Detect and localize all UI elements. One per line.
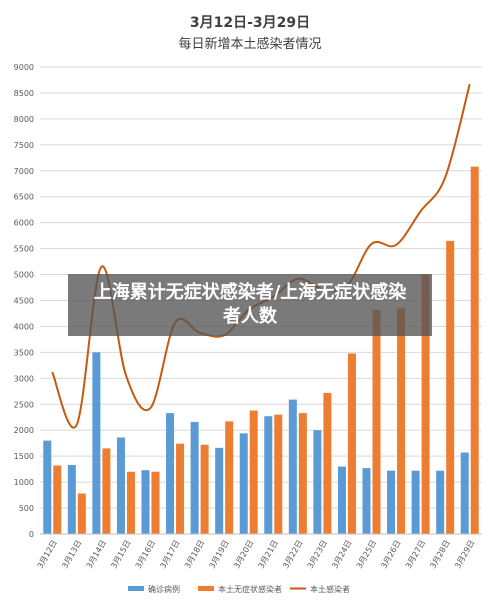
x-tick-label: 3月27日 xyxy=(404,539,427,571)
x-tick-label: 3月13日 xyxy=(60,539,83,571)
y-tick-label: 2500 xyxy=(14,400,34,409)
bars xyxy=(43,166,479,535)
line-total xyxy=(51,83,471,429)
bar-confirmed xyxy=(239,433,248,534)
y-tick-label: 6000 xyxy=(14,219,34,228)
bar-confirmed xyxy=(43,440,52,534)
bar-asymptomatic xyxy=(249,410,258,534)
x-tick-label: 3月23日 xyxy=(306,539,329,571)
y-tick-label: 7000 xyxy=(14,167,34,176)
x-tick-label: 3月26日 xyxy=(379,539,402,571)
bar-confirmed xyxy=(141,470,150,534)
y-tick-label: 8500 xyxy=(14,89,34,98)
y-tick-label: 5000 xyxy=(14,271,34,280)
bar-confirmed xyxy=(190,421,199,534)
x-tick-label: 3月21日 xyxy=(257,539,280,571)
bar-asymptomatic xyxy=(372,309,381,534)
bar-confirmed xyxy=(436,470,445,534)
line-series xyxy=(51,83,471,429)
x-tick-label: 3月16日 xyxy=(134,539,157,571)
legend: 确诊病例 本土无症状感染者 本土感染者 xyxy=(128,584,350,594)
bar-asymptomatic xyxy=(298,413,307,534)
x-tick-label: 3月28日 xyxy=(428,539,451,571)
y-tick-label: 9000 xyxy=(14,63,34,72)
x-tick-label: 3月25日 xyxy=(355,539,378,571)
bar-confirmed xyxy=(460,452,469,534)
x-tick-label: 3月19日 xyxy=(207,539,230,571)
bar-asymptomatic xyxy=(421,274,430,534)
y-tick-label: 1500 xyxy=(14,452,34,461)
y-tick-label: 2000 xyxy=(14,426,34,435)
x-tick-label: 3月20日 xyxy=(232,539,255,571)
x-tick-label: 3月14日 xyxy=(85,539,108,571)
overlay-banner: 上海累计无症状感染者/上海无症状感染者人数 xyxy=(68,274,432,336)
bar-confirmed xyxy=(313,430,322,534)
bar-asymptomatic xyxy=(53,465,62,534)
bar-confirmed xyxy=(166,413,175,534)
bar-asymptomatic xyxy=(470,166,479,535)
y-tick-label: 3000 xyxy=(14,374,34,383)
legend-item-asymptomatic-swatch xyxy=(198,586,214,591)
x-tick-label: 3月15日 xyxy=(109,539,132,571)
legend-item-confirmed: 确诊病例 xyxy=(148,584,180,594)
bar-asymptomatic xyxy=(176,443,185,534)
y-tick-label: 4500 xyxy=(14,297,34,306)
y-tick-label: 500 xyxy=(19,504,34,513)
y-tick-label: 1000 xyxy=(14,478,34,487)
bar-asymptomatic xyxy=(446,240,455,535)
bar-confirmed xyxy=(387,470,396,534)
x-axis: 3月12日 3月13日 3月14日 3月15日 3月16日 3月17日 3月18日 3月19日… xyxy=(36,533,482,571)
bar-confirmed xyxy=(264,416,273,534)
bar-asymptomatic xyxy=(77,493,86,534)
y-tick-label: 7500 xyxy=(14,141,34,150)
bar-confirmed xyxy=(215,447,224,534)
y-tick-label: 3500 xyxy=(14,348,34,357)
bar-asymptomatic xyxy=(323,392,332,534)
x-tick-label: 3月12日 xyxy=(36,539,59,571)
x-tick-label: 3月24日 xyxy=(330,539,353,571)
bar-confirmed xyxy=(337,466,346,534)
bar-confirmed xyxy=(67,464,76,534)
y-axis: 0 500 1000 1500 2000 2500 3000 3500 4000 4500 5000… xyxy=(14,63,34,539)
chart-subtitle: 每日新增本土感染者情况 xyxy=(178,36,321,52)
bar-confirmed xyxy=(411,470,420,534)
x-tick-label: 3月22日 xyxy=(281,539,304,571)
bar-asymptomatic xyxy=(347,353,356,534)
x-tick-label: 3月29日 xyxy=(453,539,476,571)
bar-asymptomatic xyxy=(200,444,209,534)
legend-item-total: 本土感染者 xyxy=(310,584,350,594)
bar-asymptomatic xyxy=(397,308,406,534)
y-tick-label: 5500 xyxy=(14,245,34,254)
x-tick-label: 3月18日 xyxy=(183,539,206,571)
y-tick-label: 6500 xyxy=(14,193,34,202)
legend-item-confirmed-swatch xyxy=(128,586,144,591)
bar-asymptomatic xyxy=(126,471,135,534)
bar-asymptomatic xyxy=(151,471,160,534)
legend-item-asymptomatic: 本土无症状感染者 xyxy=(218,584,282,594)
y-tick-label: 8000 xyxy=(14,115,34,124)
bar-confirmed xyxy=(362,468,371,534)
bar-confirmed xyxy=(92,352,101,534)
x-tick-label: 3月17日 xyxy=(158,539,181,571)
overlay-headline: 上海累计无症状感染者/上海无症状感染者人数 xyxy=(93,282,407,327)
bar-asymptomatic xyxy=(102,448,111,534)
bar-confirmed xyxy=(116,437,125,534)
bar-asymptomatic xyxy=(274,414,283,534)
y-tick-label: 4000 xyxy=(14,322,34,331)
bar-confirmed xyxy=(288,399,297,534)
chart-title: 3月12日-3月29日 xyxy=(190,15,310,31)
bar-asymptomatic xyxy=(225,421,234,534)
y-tick-label: 0 xyxy=(29,530,34,539)
